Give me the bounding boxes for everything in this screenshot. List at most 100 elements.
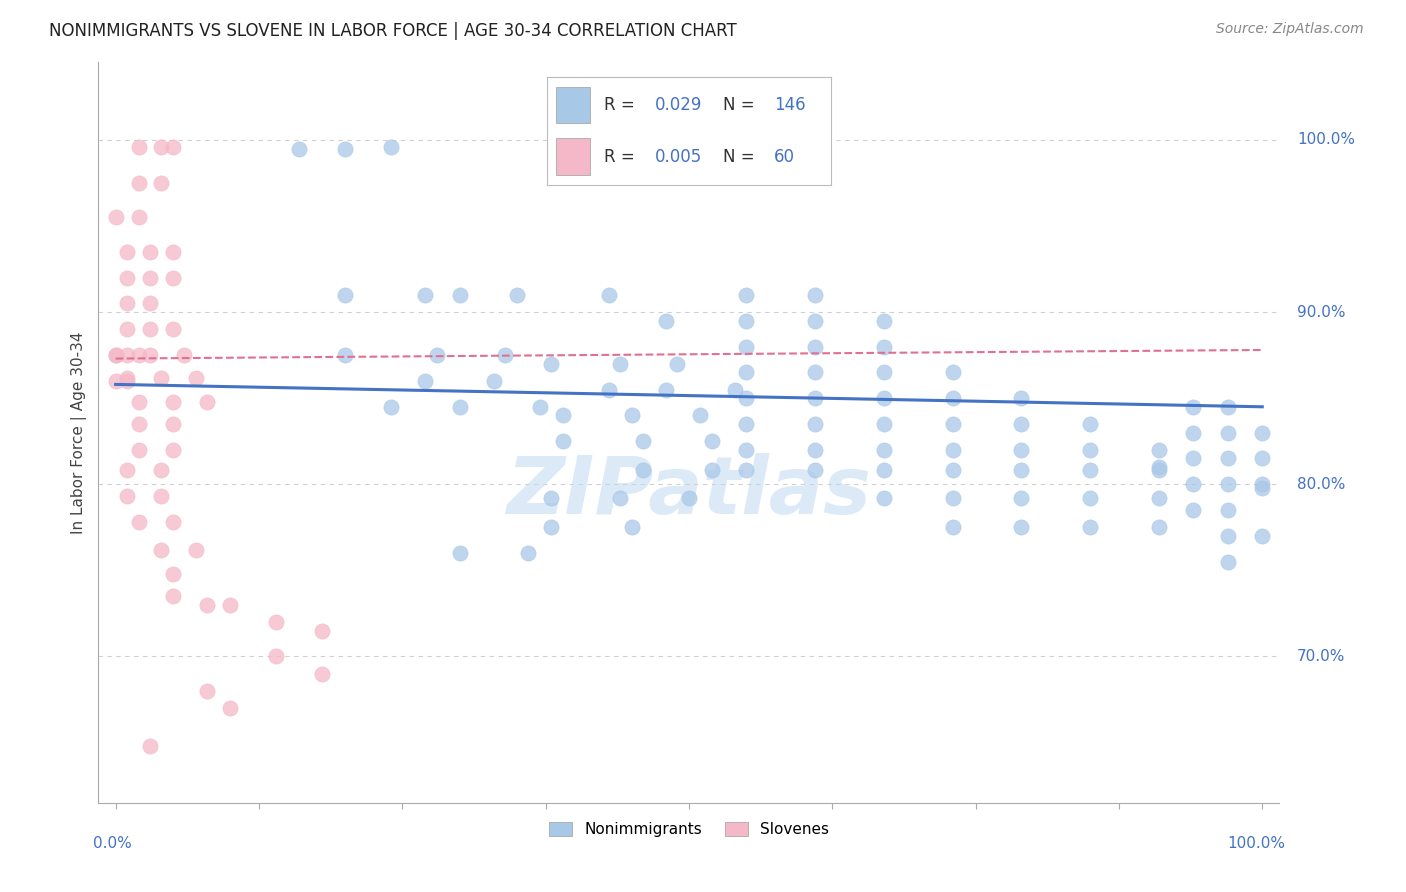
Point <box>678 491 700 505</box>
Point <box>1251 481 1274 495</box>
Point <box>1182 503 1205 517</box>
Point <box>598 288 620 302</box>
Point <box>1078 463 1101 477</box>
Point <box>333 142 356 156</box>
Text: 0.0%: 0.0% <box>93 836 131 851</box>
Point <box>449 546 471 560</box>
Point <box>735 442 758 457</box>
Point <box>540 520 562 534</box>
Point <box>1216 451 1239 466</box>
Point <box>128 417 150 431</box>
Point <box>804 339 827 353</box>
Point <box>139 296 162 310</box>
Point <box>873 339 896 353</box>
Point <box>942 391 965 405</box>
Point <box>551 409 574 423</box>
Point <box>540 491 562 505</box>
Point <box>700 463 723 477</box>
Point <box>264 649 287 664</box>
Point <box>551 434 574 449</box>
Point <box>804 391 827 405</box>
Point <box>1182 400 1205 414</box>
Text: 90.0%: 90.0% <box>1298 304 1346 319</box>
Point <box>735 339 758 353</box>
Point <box>128 394 150 409</box>
Point <box>873 314 896 328</box>
Point <box>735 417 758 431</box>
Text: NONIMMIGRANTS VS SLOVENE IN LABOR FORCE | AGE 30-34 CORRELATION CHART: NONIMMIGRANTS VS SLOVENE IN LABOR FORCE … <box>49 22 737 40</box>
Point <box>735 365 758 379</box>
Point <box>666 357 689 371</box>
Point <box>115 463 138 477</box>
Point <box>506 288 529 302</box>
Point <box>609 491 631 505</box>
Point <box>700 434 723 449</box>
Point <box>873 417 896 431</box>
Point <box>873 391 896 405</box>
Point <box>1078 417 1101 431</box>
Point <box>735 391 758 405</box>
Point <box>311 666 333 681</box>
Point <box>609 357 631 371</box>
Point <box>1147 442 1170 457</box>
Point <box>1251 477 1274 491</box>
Point <box>620 520 643 534</box>
Point <box>1011 442 1033 457</box>
Point <box>942 520 965 534</box>
Point <box>115 296 138 310</box>
Point <box>1182 451 1205 466</box>
Point <box>942 463 965 477</box>
Point <box>620 409 643 423</box>
Point <box>1216 555 1239 569</box>
Point <box>942 442 965 457</box>
Y-axis label: In Labor Force | Age 30-34: In Labor Force | Age 30-34 <box>72 331 87 534</box>
Point <box>128 442 150 457</box>
Point <box>162 515 184 529</box>
Point <box>195 598 218 612</box>
Point <box>139 348 162 362</box>
Point <box>150 463 173 477</box>
Legend: Nonimmigrants, Slovenes: Nonimmigrants, Slovenes <box>543 816 835 843</box>
Point <box>1078 520 1101 534</box>
Point <box>482 374 505 388</box>
Point <box>288 142 311 156</box>
Point <box>631 434 654 449</box>
Point <box>689 409 711 423</box>
Point <box>104 211 127 225</box>
Point <box>184 542 207 557</box>
Point <box>1011 417 1033 431</box>
Point <box>426 348 449 362</box>
Point <box>184 370 207 384</box>
Point <box>173 348 195 362</box>
Point <box>380 140 402 154</box>
Point <box>264 615 287 629</box>
Point <box>529 400 551 414</box>
Point <box>150 542 173 557</box>
Point <box>380 400 402 414</box>
Text: 100.0%: 100.0% <box>1227 836 1285 851</box>
Point <box>150 176 173 190</box>
Text: Source: ZipAtlas.com: Source: ZipAtlas.com <box>1216 22 1364 37</box>
Point <box>162 270 184 285</box>
Point <box>873 463 896 477</box>
Point <box>311 624 333 638</box>
Point <box>804 314 827 328</box>
Point <box>115 370 138 384</box>
Point <box>1216 477 1239 491</box>
Point <box>631 463 654 477</box>
Point <box>540 357 562 371</box>
Point <box>1251 451 1274 466</box>
Point <box>128 348 150 362</box>
Point <box>162 322 184 336</box>
Point <box>162 589 184 603</box>
Point <box>1147 463 1170 477</box>
Point <box>655 383 678 397</box>
Point <box>139 270 162 285</box>
Point <box>724 383 747 397</box>
Point <box>139 244 162 259</box>
Point <box>162 417 184 431</box>
Point <box>115 348 138 362</box>
Point <box>449 400 471 414</box>
Point <box>1147 491 1170 505</box>
Text: 80.0%: 80.0% <box>1298 476 1346 491</box>
